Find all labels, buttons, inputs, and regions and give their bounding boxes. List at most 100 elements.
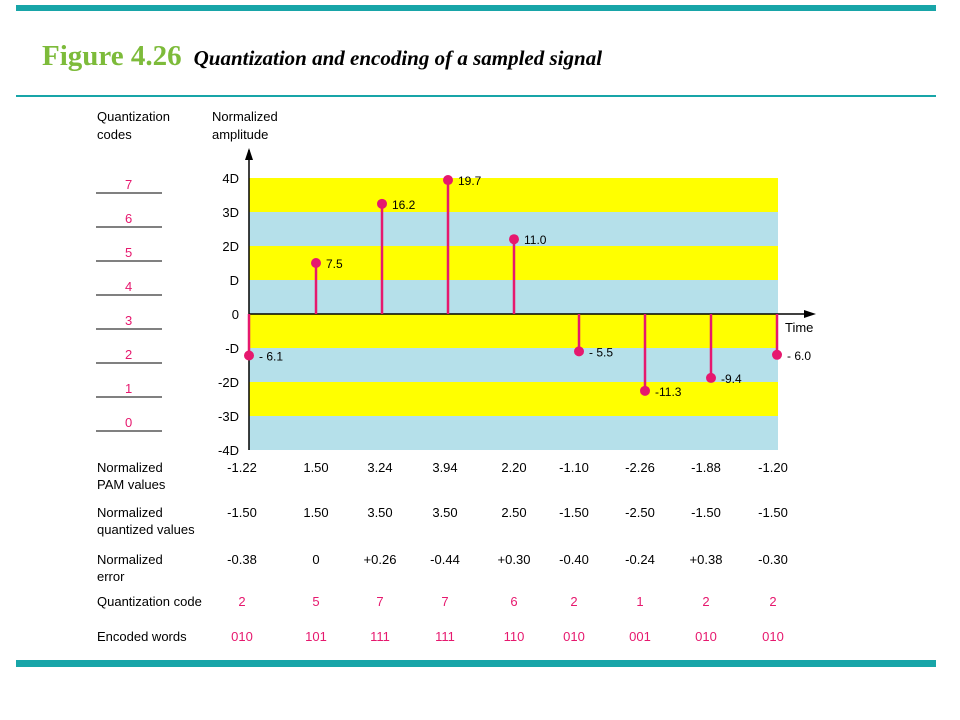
quantization-band: [249, 382, 778, 416]
y-tick-label: -4D: [218, 443, 239, 458]
table-cell: 010: [231, 629, 253, 644]
sample-label: 11.0: [524, 233, 547, 247]
table-cell: -1.22: [227, 460, 257, 475]
table-cell: -1.50: [227, 505, 257, 520]
table-cell: 3.50: [367, 505, 392, 520]
sample-label: - 6.1: [259, 349, 283, 363]
table-cell: -1.50: [691, 505, 721, 520]
table-cell: 010: [762, 629, 784, 644]
table-cell: 2: [238, 594, 245, 609]
table-row-label: error: [97, 569, 125, 584]
table-cell: -0.24: [625, 552, 655, 567]
table-cell: +0.30: [498, 552, 531, 567]
table-cell: 001: [629, 629, 651, 644]
table-cell: 7: [376, 594, 383, 609]
sample-point: [706, 372, 716, 383]
codes-header: Quantization: [97, 109, 170, 124]
figure-caption: Quantization and encoding of a sampled s…: [193, 46, 603, 70]
table-cell: 2.20: [501, 460, 526, 475]
quantization-code-label: 7: [125, 177, 132, 192]
quantization-code-label: 3: [125, 313, 132, 328]
sample-point: [772, 349, 782, 360]
table-cell: 111: [370, 629, 390, 644]
time-axis-label: Time: [785, 320, 813, 335]
y-tick-label: D: [230, 273, 239, 288]
sample-label: 19.7: [458, 174, 482, 188]
top-rule: [16, 5, 936, 11]
quantization-code-label: 5: [125, 245, 132, 260]
time-axis-arrow: [804, 310, 816, 318]
table-cell: 2.50: [501, 505, 526, 520]
table-cell: -0.44: [430, 552, 460, 567]
table-cell: 2: [570, 594, 577, 609]
quantization-code-label: 6: [125, 211, 132, 226]
table-row-label: Normalized: [97, 552, 163, 567]
y-tick-label: 3D: [222, 205, 239, 220]
table-cell: 110: [504, 629, 525, 644]
table-cell: +0.38: [690, 552, 723, 567]
y-tick-label: 0: [232, 307, 239, 322]
table-cell: 2: [702, 594, 709, 609]
table-row-label: Quantization code: [97, 594, 202, 609]
bottom-rule: [16, 660, 936, 667]
table-row-label: Encoded words: [97, 629, 187, 644]
table-cell: 3.50: [432, 505, 457, 520]
sample-point: [574, 346, 584, 357]
sample-point: [244, 350, 254, 361]
title-rule: [16, 95, 936, 97]
quantization-band: [249, 314, 778, 348]
figure-title: Figure 4.26 Quantization and encoding of …: [42, 40, 602, 73]
quantization-code-label: 4: [125, 279, 132, 294]
table-cell: 6: [510, 594, 517, 609]
sample-label: -11.3: [655, 385, 682, 399]
quantization-band: [249, 348, 778, 382]
table-row-label: Normalized: [97, 460, 163, 475]
quantization-code-label: 0: [125, 415, 132, 430]
quantization-band: [249, 178, 778, 212]
sample-label: 7.5: [326, 257, 343, 271]
table-row-label: PAM values: [97, 477, 166, 492]
y-tick-label: -3D: [218, 409, 239, 424]
codes-header: codes: [97, 127, 132, 142]
table-row-label: quantized values: [97, 522, 195, 537]
table-cell: 0: [312, 552, 319, 567]
y-tick-label: -D: [225, 341, 239, 356]
table-cell: -2.50: [625, 505, 655, 520]
table-row-label: Normalized: [97, 505, 163, 520]
y-tick-label: 4D: [222, 171, 239, 186]
quantization-band: [249, 416, 778, 450]
table-cell: -1.50: [758, 505, 788, 520]
table-cell: -0.40: [559, 552, 589, 567]
y-tick-label: -2D: [218, 375, 239, 390]
table-cell: -1.88: [691, 460, 721, 475]
quantization-code-label: 1: [125, 381, 132, 396]
table-cell: 5: [312, 594, 319, 609]
y-axis-arrow: [245, 148, 253, 160]
sample-label: - 5.5: [589, 345, 613, 359]
table-cell: +0.26: [364, 552, 397, 567]
table-cell: 1: [636, 594, 643, 609]
table-cell: 3.24: [367, 460, 392, 475]
table-cell: -1.10: [559, 460, 589, 475]
sample-point: [311, 258, 321, 268]
table-cell: -2.26: [625, 460, 655, 475]
y-tick-label: 2D: [222, 239, 239, 254]
table-cell: 3.94: [432, 460, 457, 475]
y-axis-title: amplitude: [212, 127, 268, 142]
sample-label: 16.2: [392, 198, 416, 212]
table-cell: 7: [441, 594, 448, 609]
figure-number: Figure 4.26: [42, 40, 182, 72]
table-cell: 1.50: [303, 505, 328, 520]
quantization-code-label: 2: [125, 347, 132, 362]
sample-point: [640, 385, 650, 396]
y-axis-title: Normalized: [212, 109, 278, 124]
table-cell: 111: [435, 629, 455, 644]
table-cell: -0.30: [758, 552, 788, 567]
table-cell: 2: [769, 594, 776, 609]
sample-label: -9.4: [721, 372, 742, 386]
table-cell: -0.38: [227, 552, 257, 567]
sample-label: - 6.0: [787, 349, 811, 363]
sample-point: [443, 175, 453, 186]
table-cell: -1.20: [758, 460, 788, 475]
sample-point: [377, 198, 387, 209]
